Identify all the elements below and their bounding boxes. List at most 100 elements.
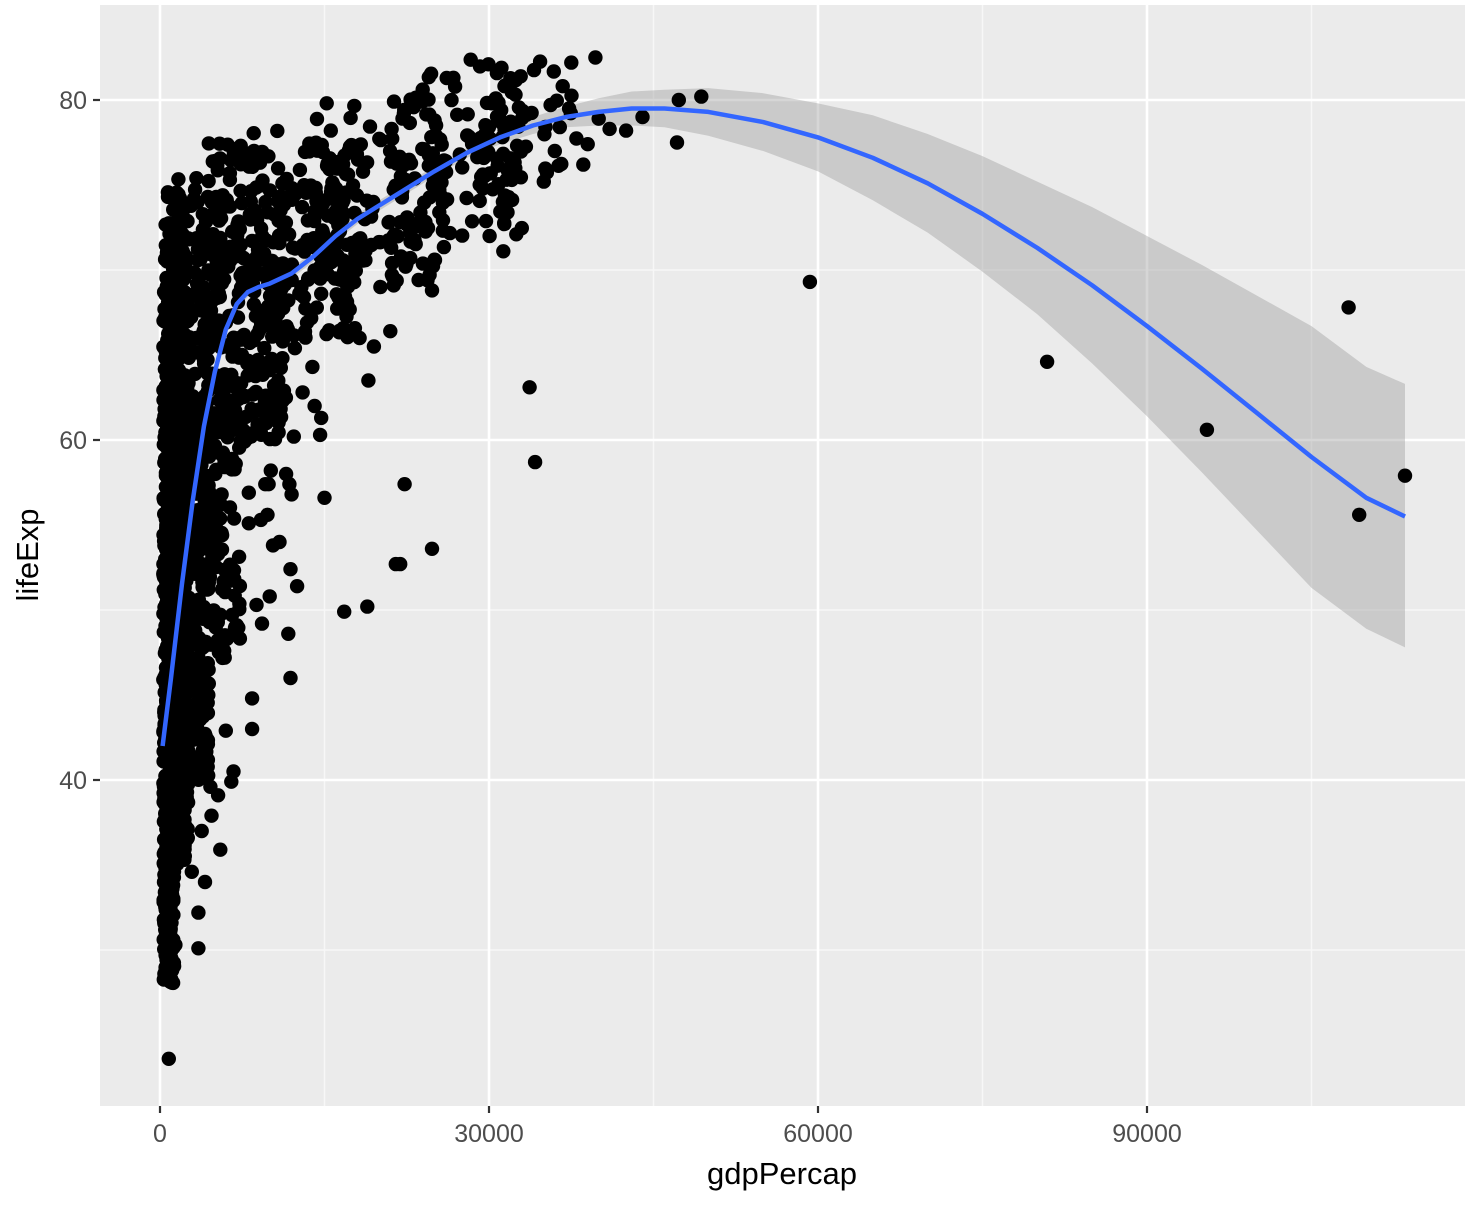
data-point (195, 709, 211, 724)
y-axis-title: lifeExp (10, 508, 45, 601)
data-point (564, 55, 579, 70)
data-point (411, 272, 426, 288)
data-point (176, 673, 192, 688)
data-point (207, 232, 223, 247)
data-point (278, 227, 293, 242)
data-point (243, 212, 258, 227)
data-point (171, 522, 187, 538)
data-point (263, 463, 278, 478)
data-point (361, 373, 376, 388)
data-point (184, 864, 199, 879)
data-point (219, 399, 234, 414)
data-point (321, 323, 337, 338)
data-point (393, 556, 408, 572)
data-point (522, 380, 537, 395)
data-point (278, 466, 294, 482)
data-point (196, 245, 212, 260)
data-point (436, 239, 452, 255)
data-point (200, 733, 216, 748)
data-point (160, 334, 176, 349)
data-point (203, 317, 218, 332)
data-point (160, 785, 175, 800)
data-point (439, 70, 454, 86)
data-point (309, 194, 324, 209)
data-point (203, 779, 218, 794)
data-point (246, 126, 261, 141)
data-point (191, 941, 206, 956)
data-point (292, 162, 308, 178)
data-point (181, 459, 197, 475)
data-point (478, 118, 493, 133)
data-point (181, 375, 196, 391)
x-tick-label: 90000 (1112, 1120, 1182, 1148)
data-point (180, 213, 195, 229)
data-point (195, 574, 210, 590)
data-point (481, 57, 496, 72)
data-point (1352, 507, 1367, 522)
data-point (185, 441, 200, 456)
data-point (339, 294, 355, 309)
data-point (183, 198, 199, 213)
data-point (422, 190, 437, 205)
data-point (314, 286, 329, 301)
data-point (460, 107, 475, 122)
data-point (248, 308, 264, 324)
data-point (307, 213, 322, 229)
data-point (170, 856, 185, 872)
data-point (496, 244, 511, 259)
x-tick-label: 30000 (454, 1120, 524, 1148)
data-point (163, 881, 178, 896)
data-point (524, 105, 539, 121)
data-point (171, 187, 186, 202)
data-point (284, 487, 299, 502)
data-point (252, 402, 267, 417)
data-point (202, 335, 217, 351)
data-point (671, 92, 686, 108)
data-point (373, 279, 388, 295)
data-point (262, 589, 277, 604)
data-point (547, 143, 562, 159)
data-point (182, 592, 197, 607)
data-point (292, 286, 307, 301)
data-point (442, 225, 458, 241)
data-point (245, 159, 260, 174)
data-point (202, 522, 217, 537)
data-point (319, 158, 335, 174)
data-point (273, 401, 288, 417)
data-point (362, 119, 378, 134)
data-point (232, 221, 247, 237)
data-point (549, 93, 564, 108)
data-point (241, 516, 256, 531)
data-point (201, 484, 217, 499)
data-point (284, 181, 300, 196)
data-point (273, 281, 288, 297)
data-point (173, 272, 188, 288)
data-point (386, 94, 402, 109)
data-point (353, 137, 368, 152)
data-point (424, 283, 440, 298)
data-point (433, 132, 448, 147)
data-point (366, 339, 382, 354)
data-point (509, 227, 524, 242)
data-point (204, 502, 219, 518)
data-point (694, 89, 709, 104)
data-point (588, 50, 603, 65)
data-point (287, 341, 303, 356)
data-point (526, 62, 542, 78)
data-point (229, 249, 244, 264)
data-point (168, 937, 183, 953)
data-point (489, 109, 505, 124)
data-point (474, 169, 489, 185)
data-point (423, 66, 439, 81)
data-point (222, 166, 238, 181)
data-point (250, 326, 265, 341)
data-point (218, 723, 233, 738)
data-point (504, 192, 520, 208)
data-point (160, 365, 175, 381)
data-point (289, 579, 305, 594)
data-point (802, 274, 818, 290)
data-points (156, 50, 1413, 1067)
data-point (555, 79, 570, 94)
data-point (335, 157, 351, 172)
data-point (243, 429, 259, 444)
